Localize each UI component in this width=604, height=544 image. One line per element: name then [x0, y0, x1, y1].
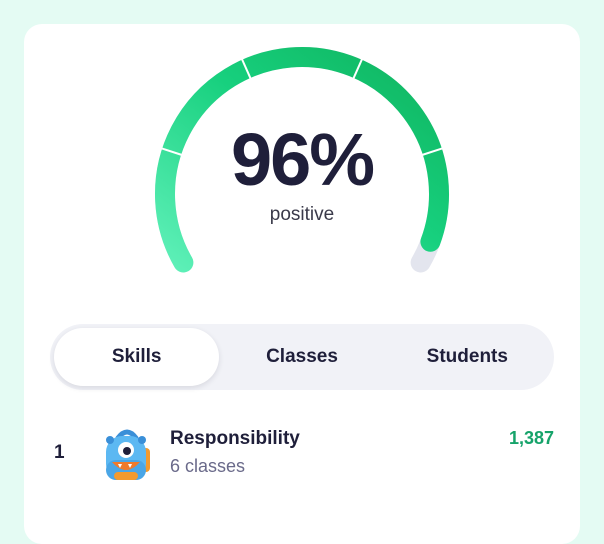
backpack-monster-icon [100, 426, 154, 484]
skills-card: 96% positive Skills Classes Students 1 [24, 24, 580, 544]
list-item[interactable]: 1 Responsi [24, 424, 580, 490]
view-tabs: Skills Classes Students [50, 324, 554, 390]
gauge-divider [159, 147, 184, 157]
positivity-gauge: 96% positive [24, 24, 580, 304]
gauge-divider [420, 147, 445, 157]
gauge-divider [351, 57, 364, 81]
list-item-name: Responsibility [170, 428, 300, 449]
gauge-divider [240, 57, 253, 81]
gauge-fill [155, 47, 449, 273]
gauge-value: 96% [230, 118, 375, 201]
gauge-segment-dividers [159, 57, 445, 157]
tab-students[interactable]: Students [426, 346, 508, 367]
tab-classes[interactable]: Classes [266, 346, 338, 367]
list-item-points: 1,387 [508, 428, 554, 448]
list-item-subtitle: 6 classes [170, 456, 246, 476]
list-item-rank: 1 [54, 442, 65, 463]
gauge-svg [155, 47, 449, 273]
gauge-caption: positive [269, 204, 335, 225]
tab-skills[interactable]: Skills [54, 328, 220, 386]
